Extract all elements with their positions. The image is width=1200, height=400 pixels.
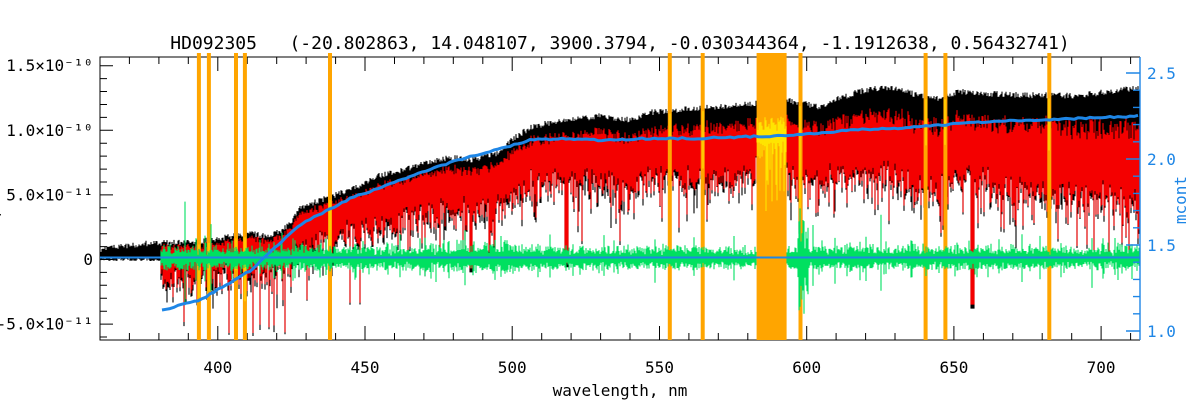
mcont-continuum-curve: [161, 113, 1139, 312]
y-left-tick-label: 1.0×10⁻¹⁰: [6, 121, 93, 140]
y-right-tick-label: 2.0: [1147, 150, 1176, 169]
y-right-axis-label: mcont: [1171, 176, 1190, 224]
plot-title: HD092305 (-20.802863, 14.048107, 3900.37…: [170, 33, 1070, 54]
x-tick-label: 600: [792, 358, 821, 377]
mask-line: [234, 53, 238, 340]
mask-line: [242, 53, 247, 340]
mask-line: [923, 53, 928, 340]
y-left-axis-label-clipped: flam, units: [0, 155, 3, 254]
x-tick-label: 450: [351, 358, 380, 377]
y-left-tick-label: -5.0×10⁻¹¹: [0, 315, 93, 334]
mask-line: [1047, 53, 1052, 340]
mask-line: [943, 53, 948, 340]
mask-line: [206, 53, 211, 340]
y-left-tick-label: 1.5×10⁻¹⁰: [6, 56, 93, 75]
y-left-tick-label: 0: [83, 250, 93, 269]
y-left-tick-label: 5.0×10⁻¹¹: [6, 185, 93, 204]
x-tick-label: 550: [645, 358, 674, 377]
x-tick-label: 500: [498, 358, 527, 377]
x-tick-label: 700: [1087, 358, 1116, 377]
mask-line: [700, 53, 705, 340]
x-tick-label: 400: [203, 358, 232, 377]
x-tick-label: 650: [939, 358, 968, 377]
mask-line: [667, 53, 672, 340]
mask-line: [196, 53, 201, 340]
right-axis: [1126, 57, 1141, 340]
y-right-tick-label: 2.5: [1147, 64, 1176, 83]
axes: [99, 56, 1140, 341]
mask-line: [328, 53, 332, 340]
y-right-tick-label: 1.0: [1147, 322, 1176, 341]
y-right-tick-label: 1.5: [1147, 236, 1176, 255]
x-axis-label: wavelength, nm: [552, 381, 688, 400]
